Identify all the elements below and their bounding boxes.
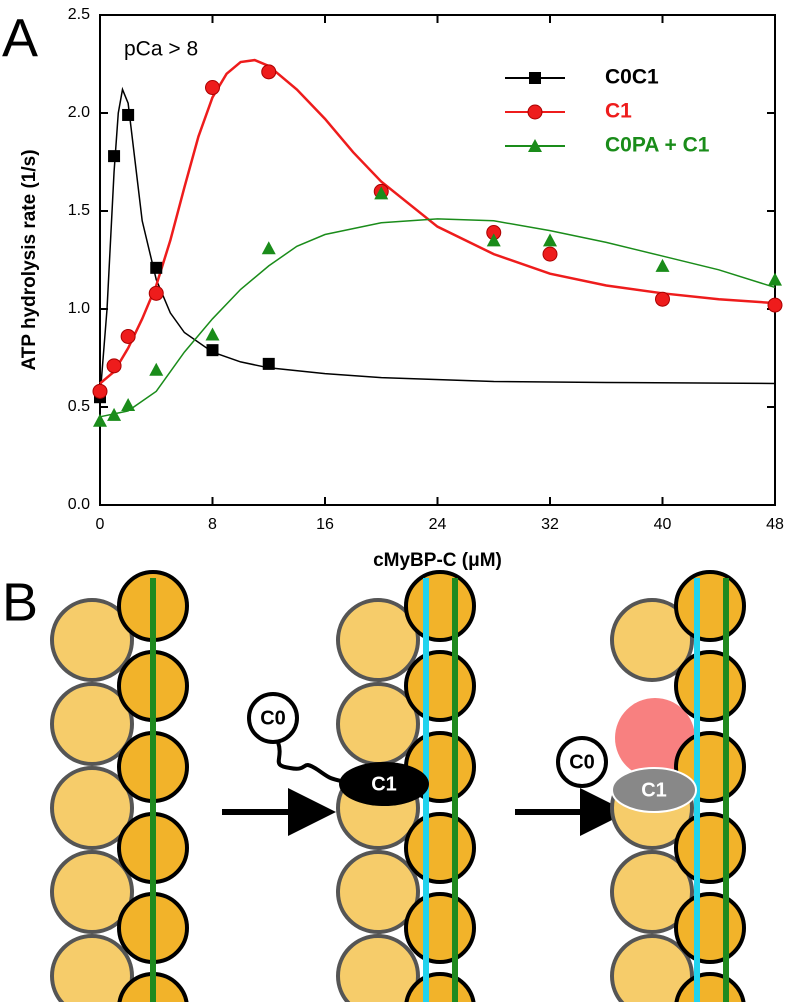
fit-line	[99, 58, 776, 385]
x-tick-label: 40	[654, 516, 672, 533]
x-tick-label: 16	[316, 516, 334, 533]
x-axis-label: cMyBP-C (μM)	[373, 550, 502, 571]
point	[106, 358, 122, 374]
x-tick-label: 48	[766, 516, 784, 533]
y-tick-label: 0.0	[68, 496, 90, 513]
domain-label: C1	[641, 779, 667, 801]
x-tick-label: 24	[429, 516, 447, 533]
y-tick-label: 1.0	[68, 300, 90, 317]
fit-line	[99, 86, 776, 398]
legend-marker	[528, 139, 542, 152]
y-axis-label: ATP hydrolysis rate (1/s)	[19, 149, 40, 370]
y-tick-label: 1.5	[68, 202, 90, 219]
x-tick-label: 0	[96, 516, 105, 533]
legend-marker	[527, 104, 543, 120]
domain-label: C0	[569, 751, 595, 773]
point	[542, 246, 558, 262]
y-tick-label: 2.5	[68, 6, 90, 23]
filament	[556, 570, 746, 1002]
fit-line	[99, 218, 776, 418]
diagram: C0 C1 C0 C1	[50, 570, 746, 1002]
point	[655, 258, 670, 272]
point	[262, 357, 275, 370]
filament	[247, 570, 476, 1002]
point	[108, 150, 121, 163]
legend-label: C0C1	[605, 66, 659, 89]
point	[205, 80, 220, 96]
filament	[50, 570, 189, 1002]
domain-label: C1	[371, 773, 397, 795]
legend-label: C1	[605, 100, 632, 123]
point	[107, 407, 122, 421]
point	[768, 272, 782, 286]
point	[655, 291, 670, 307]
point	[93, 413, 107, 427]
x-tick-label: 8	[208, 516, 217, 533]
panel-label: A	[2, 8, 38, 68]
point	[120, 328, 136, 344]
point	[150, 261, 163, 274]
x-tick-label: 32	[541, 516, 559, 533]
point	[92, 383, 108, 399]
point	[149, 362, 164, 376]
y-tick-label: 0.5	[68, 398, 90, 415]
point	[767, 297, 783, 313]
point	[121, 398, 136, 412]
point	[486, 233, 501, 247]
point	[148, 285, 164, 301]
panel-label: B	[2, 572, 38, 632]
point	[261, 64, 277, 80]
plot-frame	[99, 14, 776, 506]
annotation: pCa > 8	[124, 38, 198, 61]
legend-label: C0PA + C1	[605, 134, 710, 157]
point	[374, 186, 389, 200]
y-tick-label: 2.0	[68, 104, 90, 121]
point	[205, 327, 220, 341]
domain-label: C0	[260, 707, 286, 729]
point	[543, 233, 557, 247]
point	[206, 344, 219, 357]
point	[261, 241, 276, 255]
legend-marker	[529, 72, 541, 84]
point	[122, 108, 135, 121]
chart: 0 8 16 24 32 40 48 0.0 0.5 1.0 1.5 2.0 2.5 cMyBP-C (μ…	[19, 6, 784, 571]
